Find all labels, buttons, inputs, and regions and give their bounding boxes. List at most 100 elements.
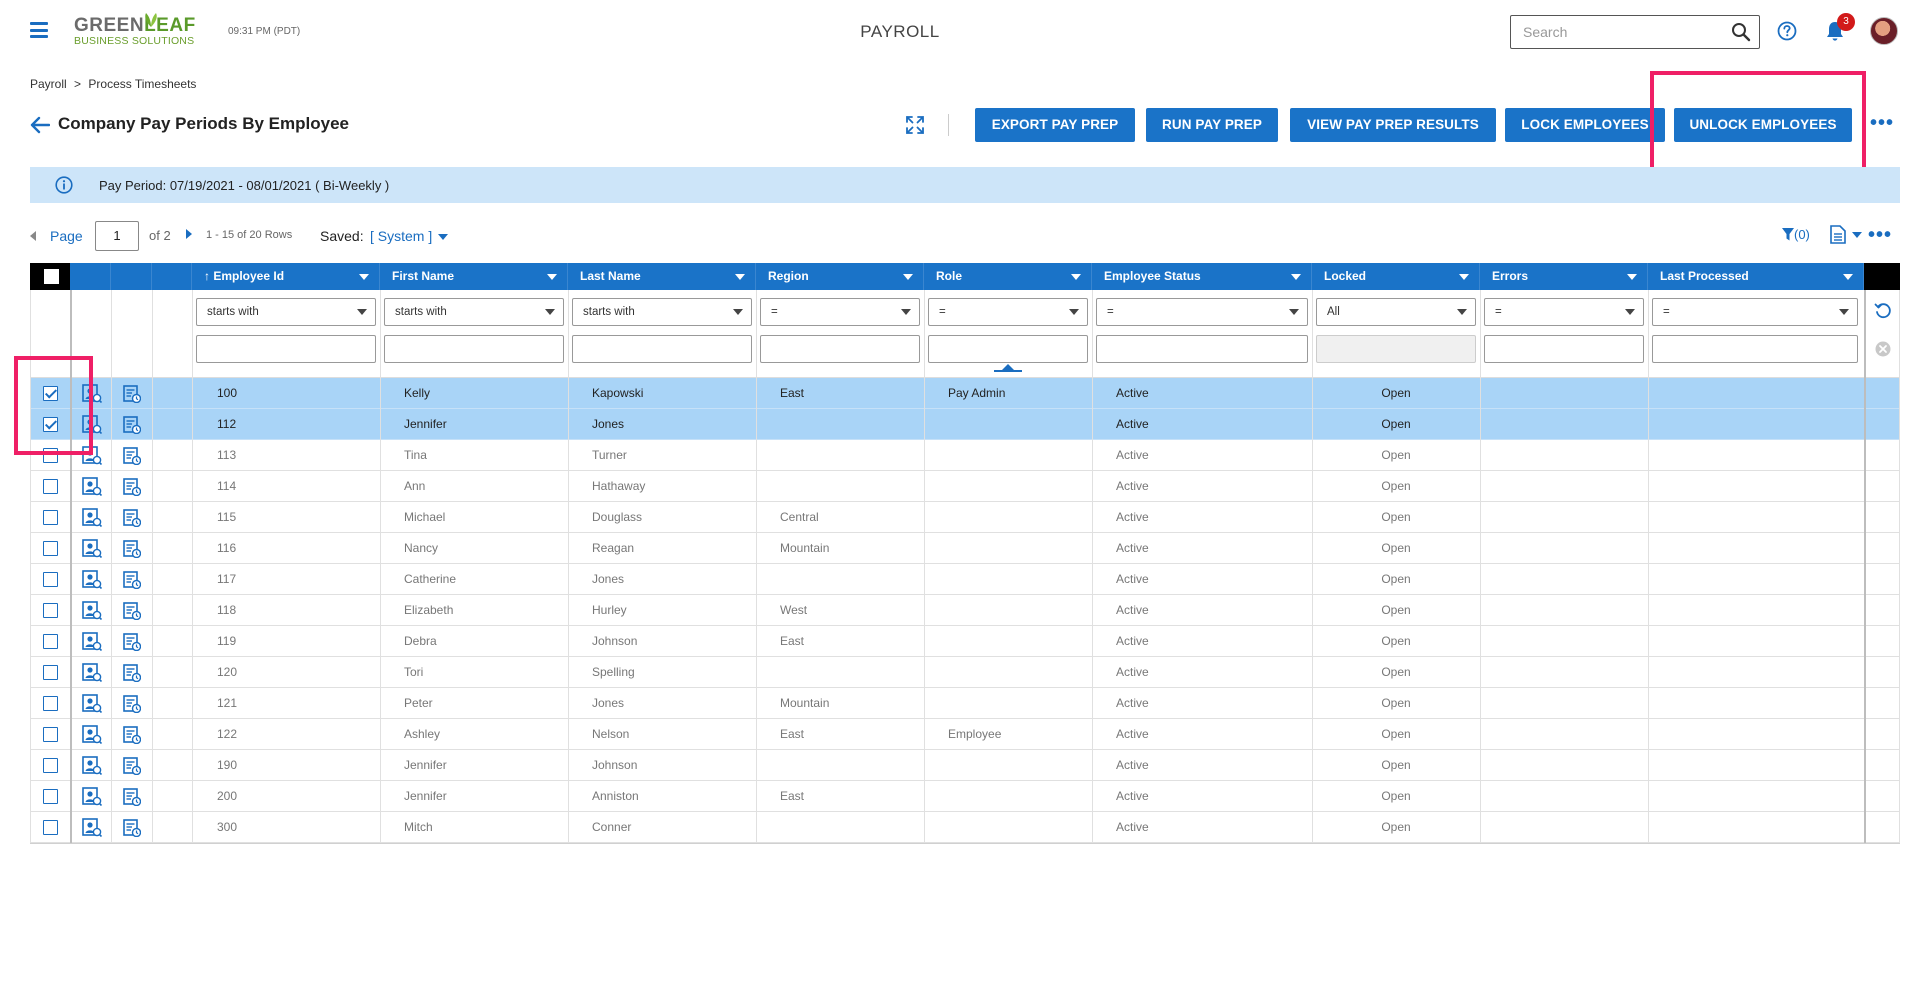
clear-icon[interactable]	[1874, 340, 1892, 358]
employee-profile-icon[interactable]	[82, 508, 103, 530]
filter-region-input[interactable]	[760, 335, 920, 363]
help-icon[interactable]	[1777, 21, 1797, 41]
run-pay-prep-button[interactable]: RUN PAY PREP	[1146, 108, 1278, 142]
column-header-employee-status[interactable]: Employee Status	[1092, 263, 1312, 290]
filter-employee-id-operator[interactable]: starts with	[196, 298, 376, 326]
chevron-down-icon[interactable]	[1843, 274, 1853, 280]
column-header-employee-id[interactable]: ↑ Employee Id	[192, 263, 380, 290]
view-pay-prep-results-button[interactable]: VIEW PAY PREP RESULTS	[1290, 108, 1496, 142]
chevron-down-icon[interactable]	[547, 274, 557, 280]
column-header-errors[interactable]: Errors	[1480, 263, 1648, 290]
timesheet-icon[interactable]	[123, 633, 142, 654]
filter-last-name-input[interactable]	[572, 335, 752, 363]
row-checkbox[interactable]	[43, 572, 58, 587]
timesheet-icon[interactable]	[123, 602, 142, 623]
reset-icon[interactable]	[1874, 302, 1892, 320]
filter-last-name-operator[interactable]: starts with	[572, 298, 752, 326]
avatar[interactable]	[1870, 17, 1898, 45]
employee-profile-icon[interactable]	[82, 663, 103, 685]
filter-region-operator[interactable]: =	[760, 298, 920, 326]
timesheet-icon[interactable]	[123, 695, 142, 716]
column-header-role[interactable]: Role	[924, 263, 1092, 290]
row-checkbox[interactable]	[43, 820, 58, 835]
table-row[interactable]: 118 Elizabeth Hurley West Active Open	[30, 595, 1900, 626]
saved-view-dropdown[interactable]: [ System ]	[370, 228, 449, 244]
timesheet-icon[interactable]	[123, 478, 142, 499]
row-checkbox[interactable]	[43, 603, 58, 618]
table-row[interactable]: 200 Jennifer Anniston East Active Open	[30, 781, 1900, 812]
filter-role-input[interactable]	[928, 335, 1088, 363]
table-row[interactable]: 115 Michael Douglass Central Active Open	[30, 502, 1900, 533]
row-checkbox[interactable]	[43, 696, 58, 711]
row-checkbox[interactable]	[43, 727, 58, 742]
chevron-down-icon[interactable]	[1291, 274, 1301, 280]
column-header-last-processed[interactable]: Last Processed	[1648, 263, 1864, 290]
timesheet-icon[interactable]	[123, 571, 142, 592]
chevron-down-icon[interactable]	[903, 274, 913, 280]
lock-employees-button[interactable]: LOCK EMPLOYEES	[1505, 108, 1665, 142]
prev-page-icon[interactable]	[30, 231, 36, 241]
toolbar-more-icon[interactable]: •••	[1870, 112, 1895, 134]
timesheet-icon[interactable]	[123, 757, 142, 778]
row-checkbox[interactable]	[43, 789, 58, 804]
column-resize-handle[interactable]	[994, 364, 1022, 372]
page-number-input[interactable]: 1	[95, 221, 139, 251]
export-menu[interactable]	[1830, 225, 1862, 244]
table-row[interactable]: 112 Jennifer Jones Active Open	[30, 409, 1900, 440]
employee-profile-icon[interactable]	[82, 601, 103, 623]
timesheet-icon[interactable]	[123, 788, 142, 809]
grid-more-icon[interactable]: •••	[1868, 224, 1893, 246]
timesheet-icon[interactable]	[123, 509, 142, 530]
chevron-down-icon[interactable]	[359, 274, 369, 280]
row-checkbox[interactable]	[43, 634, 58, 649]
filter-last-processed-operator[interactable]: =	[1652, 298, 1858, 326]
table-row[interactable]: 113 Tina Turner Active Open	[30, 440, 1900, 471]
row-checkbox[interactable]	[43, 541, 58, 556]
table-row[interactable]: 300 Mitch Conner Active Open	[30, 812, 1900, 843]
back-arrow-icon[interactable]	[30, 116, 50, 134]
chevron-down-icon[interactable]	[735, 274, 745, 280]
breadcrumb-root[interactable]: Payroll	[30, 77, 67, 91]
filter-locked-operator[interactable]: All	[1316, 298, 1476, 326]
filter-employee-status-input[interactable]	[1096, 335, 1308, 363]
timesheet-icon[interactable]	[123, 416, 142, 437]
filter-count-button[interactable]: (0)	[1782, 227, 1810, 242]
export-pay-prep-button[interactable]: EXPORT PAY PREP	[975, 108, 1135, 142]
filter-role-operator[interactable]: =	[928, 298, 1088, 326]
column-header-last-name[interactable]: Last Name	[568, 263, 756, 290]
table-row[interactable]: 121 Peter Jones Mountain Active Open	[30, 688, 1900, 719]
next-page-icon[interactable]	[186, 229, 192, 239]
filter-errors-operator[interactable]: =	[1484, 298, 1644, 326]
employee-profile-icon[interactable]	[82, 818, 103, 840]
row-checkbox[interactable]	[43, 510, 58, 525]
employee-profile-icon[interactable]	[82, 477, 103, 499]
row-checkbox[interactable]	[43, 417, 58, 432]
table-row[interactable]: 117 Catherine Jones Active Open	[30, 564, 1900, 595]
employee-profile-icon[interactable]	[82, 756, 103, 778]
employee-profile-icon[interactable]	[82, 694, 103, 716]
table-row[interactable]: 122 Ashley Nelson East Employee Active Open	[30, 719, 1900, 750]
chevron-down-icon[interactable]	[1459, 274, 1469, 280]
timesheet-icon[interactable]	[123, 664, 142, 685]
row-checkbox[interactable]	[43, 386, 58, 401]
row-checkbox[interactable]	[43, 479, 58, 494]
filter-employee-id-input[interactable]	[196, 335, 376, 363]
search-input[interactable]	[1523, 17, 1723, 47]
column-header-first-name[interactable]: First Name	[380, 263, 568, 290]
filter-employee-status-operator[interactable]: =	[1096, 298, 1308, 326]
table-row[interactable]: 120 Tori Spelling Active Open	[30, 657, 1900, 688]
employee-profile-icon[interactable]	[82, 787, 103, 809]
employee-profile-icon[interactable]	[82, 539, 103, 561]
chevron-down-icon[interactable]	[1071, 274, 1081, 280]
expand-icon[interactable]	[905, 115, 925, 135]
timesheet-icon[interactable]	[123, 726, 142, 747]
column-header-locked[interactable]: Locked	[1312, 263, 1480, 290]
timesheet-icon[interactable]	[123, 540, 142, 561]
unlock-employees-button[interactable]: UNLOCK EMPLOYEES	[1674, 108, 1852, 142]
table-row[interactable]: 100 Kelly Kapowski East Pay Admin Active Open	[30, 378, 1900, 409]
table-row[interactable]: 119 Debra Johnson East Active Open	[30, 626, 1900, 657]
timesheet-icon[interactable]	[123, 385, 142, 406]
row-checkbox[interactable]	[43, 665, 58, 680]
employee-profile-icon[interactable]	[82, 725, 103, 747]
search-icon[interactable]	[1731, 22, 1751, 42]
